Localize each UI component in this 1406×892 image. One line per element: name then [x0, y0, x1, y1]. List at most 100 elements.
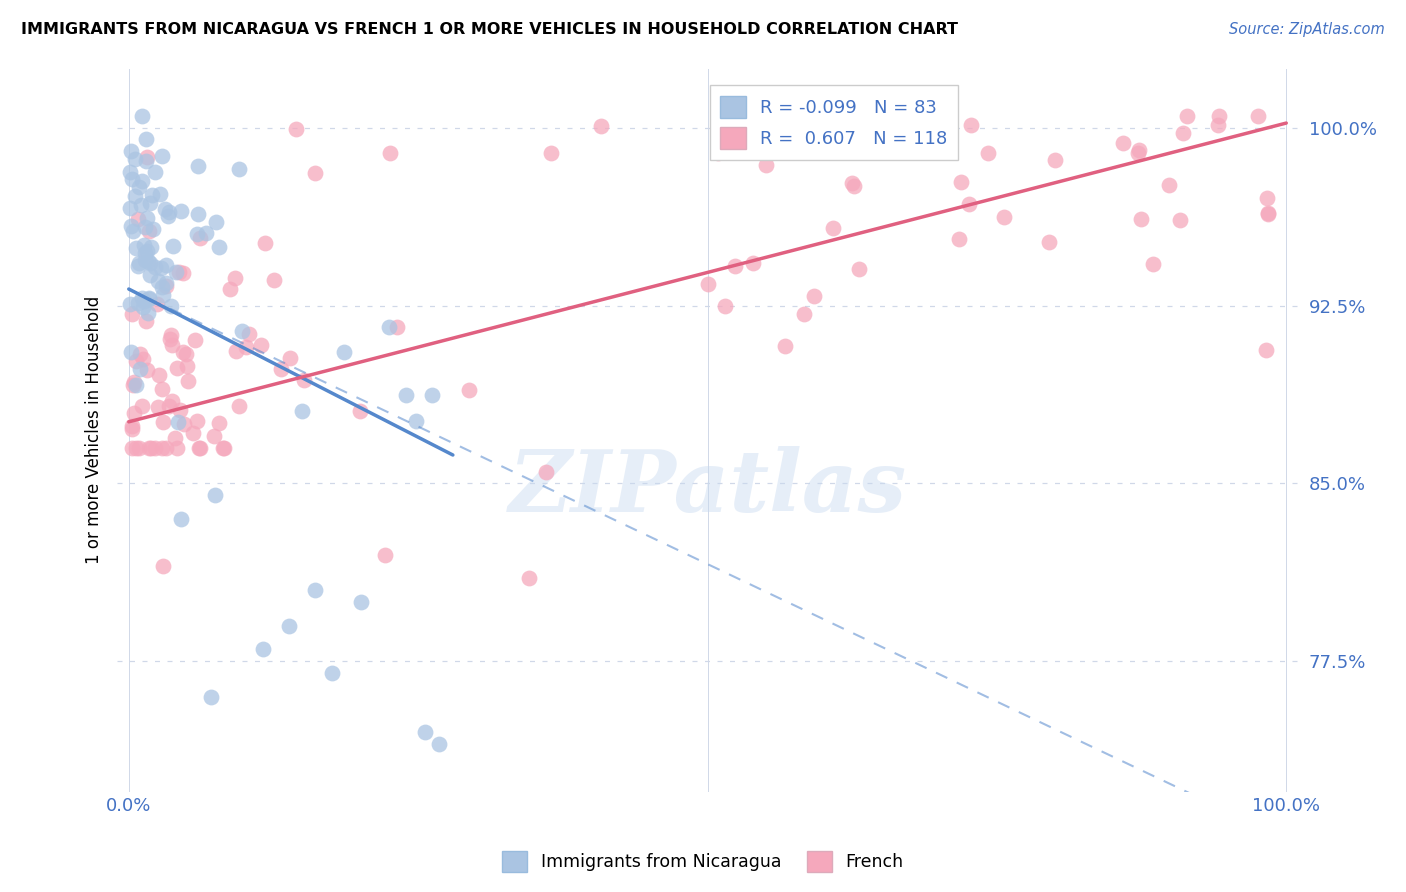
Point: [122, 376, 145, 390]
Point: [724, 259, 747, 273]
Point: [378, 320, 401, 334]
Point: [146, 274, 169, 288]
Point: [208, 239, 231, 253]
Point: [1257, 206, 1279, 220]
Point: [131, 174, 153, 188]
Point: [188, 441, 211, 455]
Point: [138, 293, 160, 307]
Point: [228, 400, 250, 414]
Point: [152, 288, 174, 302]
Point: [155, 276, 177, 290]
Point: [142, 222, 165, 236]
Point: [162, 239, 184, 253]
Point: [842, 178, 865, 193]
Point: [141, 187, 163, 202]
Point: [811, 109, 834, 123]
Point: [135, 154, 157, 169]
Point: [187, 159, 209, 173]
Point: [121, 441, 143, 455]
Point: [200, 690, 222, 704]
Point: [277, 618, 299, 632]
Point: [138, 291, 160, 305]
Point: [128, 362, 150, 376]
Point: [174, 347, 197, 361]
Point: [977, 145, 1000, 160]
Point: [149, 261, 172, 276]
Point: [696, 277, 718, 292]
Point: [184, 333, 207, 347]
Point: [755, 158, 778, 172]
Point: [848, 261, 870, 276]
Point: [235, 340, 257, 354]
Point: [238, 327, 260, 342]
Point: [127, 259, 149, 273]
Point: [139, 441, 162, 455]
Point: [1157, 178, 1180, 192]
Point: [125, 441, 148, 455]
Point: [155, 441, 177, 455]
Point: [131, 300, 153, 314]
Point: [169, 403, 191, 417]
Point: [139, 195, 162, 210]
Point: [131, 399, 153, 413]
Point: [135, 132, 157, 146]
Point: [387, 320, 409, 334]
Point: [160, 299, 183, 313]
Point: [157, 399, 180, 413]
Point: [145, 441, 167, 455]
Point: [134, 246, 156, 260]
Point: [135, 244, 157, 258]
Legend: R = -0.099   N = 83, R =  0.607   N = 118: R = -0.099 N = 83, R = 0.607 N = 118: [710, 85, 959, 160]
Point: [172, 344, 194, 359]
Point: [730, 126, 752, 140]
Point: [278, 351, 301, 365]
Point: [263, 273, 285, 287]
Point: [138, 441, 160, 455]
Point: [167, 415, 190, 429]
Point: [159, 332, 181, 346]
Point: [136, 305, 159, 319]
Point: [186, 227, 208, 242]
Point: [146, 401, 169, 415]
Point: [291, 404, 314, 418]
Point: [188, 230, 211, 244]
Point: [349, 404, 371, 418]
Point: [187, 441, 209, 455]
Point: [948, 232, 970, 246]
Point: [120, 165, 142, 179]
Point: [121, 422, 143, 436]
Point: [204, 488, 226, 502]
Point: [124, 189, 146, 203]
Point: [1206, 118, 1229, 132]
Text: Source: ZipAtlas.com: Source: ZipAtlas.com: [1229, 22, 1385, 37]
Point: [1257, 207, 1279, 221]
Text: ZIPatlas: ZIPatlas: [509, 446, 907, 530]
Point: [252, 642, 274, 657]
Point: [415, 725, 437, 739]
Point: [170, 512, 193, 526]
Point: [714, 299, 737, 313]
Point: [1128, 144, 1150, 158]
Point: [143, 165, 166, 179]
Point: [148, 368, 170, 382]
Point: [155, 258, 177, 272]
Point: [181, 425, 204, 440]
Point: [1038, 235, 1060, 249]
Point: [405, 414, 427, 428]
Point: [374, 548, 396, 562]
Point: [395, 388, 418, 402]
Point: [155, 279, 177, 293]
Point: [204, 429, 226, 443]
Point: [960, 118, 983, 132]
Point: [122, 377, 145, 392]
Point: [167, 265, 190, 279]
Point: [422, 387, 444, 401]
Point: [122, 224, 145, 238]
Point: [186, 414, 208, 428]
Point: [166, 360, 188, 375]
Point: [378, 145, 401, 160]
Y-axis label: 1 or more Vehicles in Household: 1 or more Vehicles in Household: [86, 296, 103, 565]
Point: [304, 583, 326, 598]
Point: [231, 324, 253, 338]
Point: [143, 260, 166, 274]
